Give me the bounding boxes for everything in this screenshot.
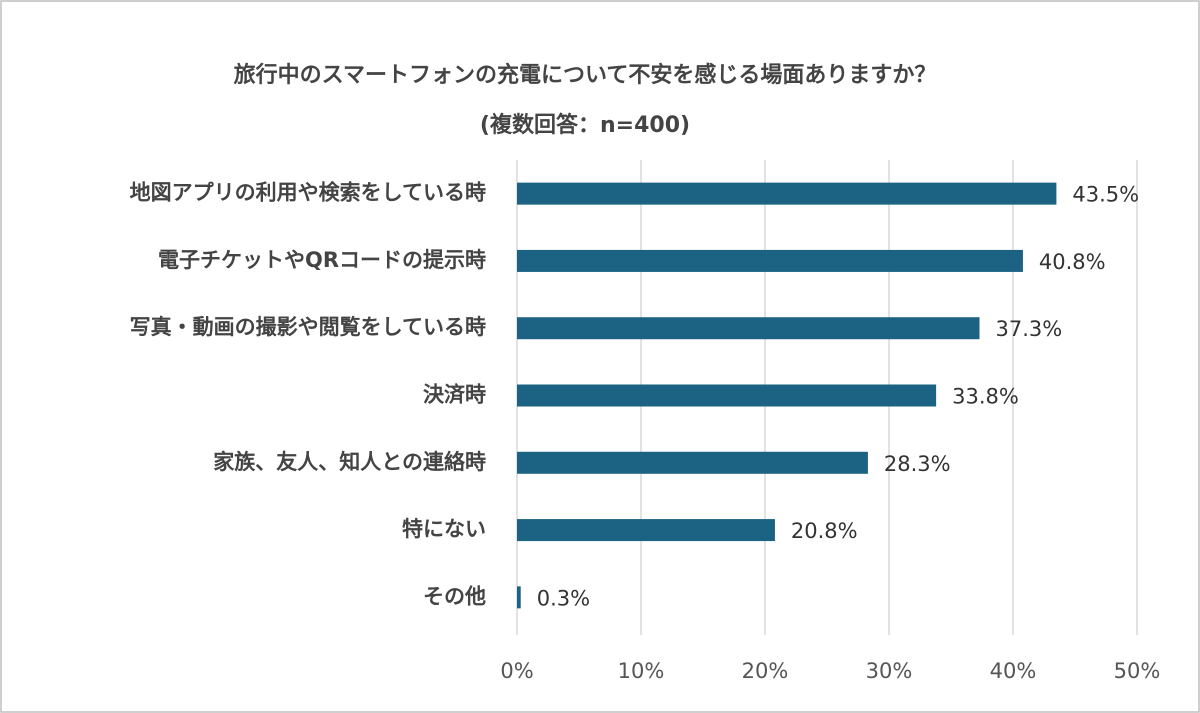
category-label: 電子チケットやQRコードの提示時 xyxy=(158,248,486,272)
category-label: 特にない xyxy=(402,517,486,541)
data-label: 33.8% xyxy=(952,385,1019,409)
data-label: 20.8% xyxy=(791,519,858,543)
data-label: 37.3% xyxy=(996,317,1063,341)
x-tick-label: 50% xyxy=(1114,659,1161,683)
chart-title: 旅行中のスマートフォンの充電について不安を感じる場面ありますか？ xyxy=(234,62,937,88)
x-tick-label: 10% xyxy=(618,659,665,683)
data-label: 43.5% xyxy=(1072,183,1139,207)
data-label: 40.8% xyxy=(1039,250,1106,274)
bar xyxy=(517,586,521,609)
bar xyxy=(517,182,1057,205)
bar xyxy=(517,317,980,340)
bar xyxy=(517,249,1023,272)
chart-subtitle: (複数回答：n=400) xyxy=(480,112,690,138)
bar xyxy=(517,384,937,407)
x-tick-label: 30% xyxy=(866,659,913,683)
bar xyxy=(517,519,775,542)
x-tick-label: 0% xyxy=(500,659,533,683)
category-label: その他 xyxy=(423,584,486,608)
category-label: 決済時 xyxy=(423,383,486,407)
category-label: 地図アプリの利用や検索をしている時 xyxy=(130,181,486,205)
category-label: 家族、友人、知人との連絡時 xyxy=(213,450,486,474)
category-label: 写真・動画の撮影や閲覧をしている時 xyxy=(130,315,486,339)
data-label: 28.3% xyxy=(884,452,951,476)
x-tick-label: 40% xyxy=(990,659,1037,683)
data-label: 0.3% xyxy=(537,586,590,610)
bar xyxy=(517,451,868,474)
x-tick-label: 20% xyxy=(742,659,789,683)
